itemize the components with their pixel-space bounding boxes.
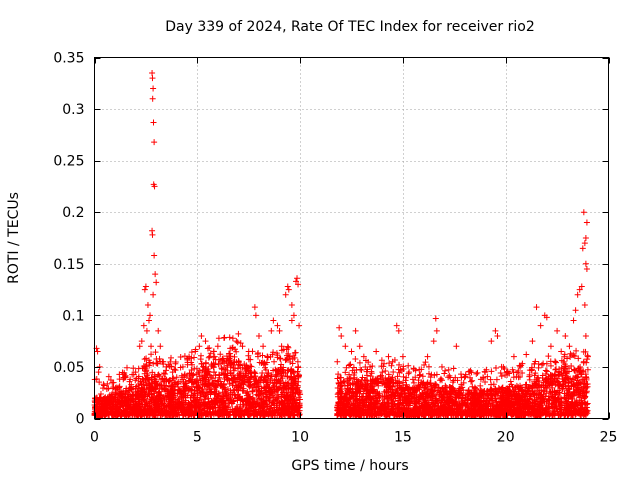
data-point (295, 359, 301, 365)
chart-title: Day 339 of 2024, Rate Of TEC Index for r… (165, 19, 535, 35)
data-point (249, 388, 255, 394)
data-point (206, 345, 212, 351)
data-point (285, 344, 291, 350)
data-point (198, 356, 204, 362)
data-point (168, 355, 174, 361)
data-point (101, 382, 107, 388)
data-point (235, 339, 241, 345)
data-point (222, 335, 228, 341)
data-point (205, 346, 211, 352)
data-point (227, 334, 233, 340)
y-axis-label: ROTI / TECUs (6, 192, 22, 284)
data-point (124, 365, 130, 371)
data-point (230, 335, 236, 341)
data-point (251, 369, 257, 375)
data-point (294, 369, 300, 375)
data-point (136, 366, 142, 372)
data-point (191, 355, 197, 361)
data-point (100, 385, 106, 391)
data-point (252, 370, 258, 376)
data-points (92, 70, 591, 418)
data-point (104, 386, 110, 392)
data-point (271, 359, 277, 365)
data-point (216, 335, 222, 341)
data-point (211, 369, 217, 375)
x-axis-label: GPS time / hours (291, 458, 408, 474)
data-point (178, 354, 184, 360)
data-point (278, 356, 284, 362)
data-point (189, 349, 195, 355)
